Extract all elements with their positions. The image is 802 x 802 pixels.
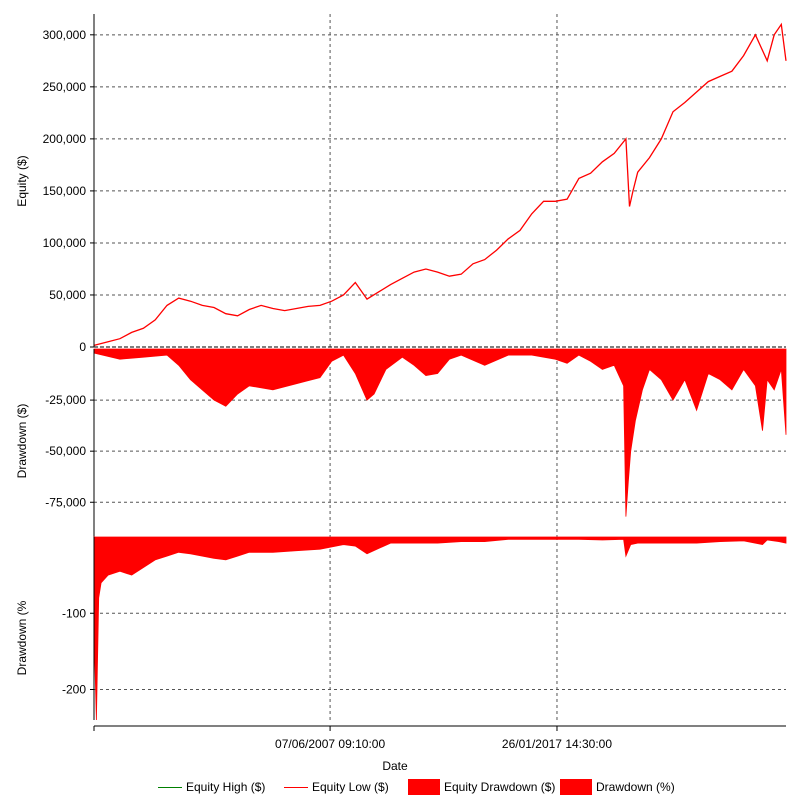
legend-swatch — [158, 786, 182, 788]
y-tick-label: 200,000 — [43, 132, 87, 146]
y-tick-label: -100 — [62, 606, 86, 620]
y-axis-label: Equity ($) — [15, 155, 29, 206]
legend-label: Equity Drawdown ($) — [444, 780, 556, 794]
x-tick-label: 07/06/2007 09:10:00 — [275, 737, 385, 751]
y-tick-label: 0 — [79, 340, 86, 354]
y-tick-label: 250,000 — [43, 80, 87, 94]
y-tick-label: -75,000 — [45, 495, 86, 509]
series-line-equity-low — [93, 22, 787, 347]
y-tick-label: -50,000 — [45, 444, 86, 458]
series-area-drawdown-pct — [93, 536, 787, 721]
y-tick-label: 150,000 — [43, 184, 87, 198]
chart-canvas: 0 50,000 100,000 150,000 200,000 250,000 300,0… — [15, 14, 787, 773]
legend-swatch — [408, 779, 440, 795]
x-tick-label: 26/01/2017 14:30:00 — [502, 737, 612, 751]
series-area-equity-drawdown — [93, 348, 787, 517]
chart-panel-0: 0 50,000 100,000 150,000 200,000 250,000 300,0… — [15, 14, 787, 354]
chart-panel-2: -100 -200 Drawdown (% — [15, 536, 787, 721]
legend-swatch — [560, 779, 592, 795]
chart-panel-1: -25,000 -50,000 -75,000 Drawdown ($) — [15, 348, 787, 537]
y-tick-label: 100,000 — [43, 236, 87, 250]
y-tick-label: -25,000 — [45, 393, 86, 407]
chart-legend: Equity High ($) Equity Low ($) Equity Dr… — [0, 776, 802, 798]
y-tick-label: 300,000 — [43, 28, 87, 42]
legend-item-equity-high[interactable]: Equity High ($) — [158, 776, 265, 798]
y-tick-label: 50,000 — [49, 288, 86, 302]
y-tick-label: -200 — [62, 683, 86, 697]
legend-label: Drawdown (%) — [596, 780, 675, 794]
x-axis-label: Date — [382, 759, 408, 773]
legend-item-drawdown-pct[interactable]: Drawdown (%) — [560, 776, 675, 798]
legend-item-equity-drawdown[interactable]: Equity Drawdown ($) — [408, 776, 555, 798]
legend-label: Equity High ($) — [186, 780, 266, 794]
y-axis-label: Drawdown ($) — [15, 404, 29, 479]
legend-item-equity-low[interactable]: Equity Low ($) — [284, 776, 389, 798]
legend-swatch — [284, 786, 308, 788]
y-axis-label: Drawdown (% — [15, 600, 29, 675]
legend-label: Equity Low ($) — [312, 780, 389, 794]
